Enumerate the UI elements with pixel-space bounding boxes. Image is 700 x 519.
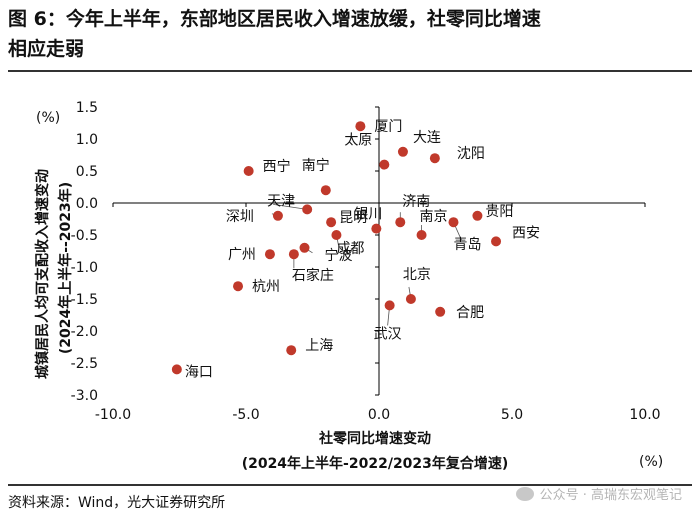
x-unit-label: (%) [639,454,663,470]
data-point [171,364,182,375]
y-unit-label: (%) [36,110,60,126]
y-tick-label: -1.0 [71,260,98,276]
y-tick-label: -0.5 [71,228,98,244]
x-tick-label: -5.0 [232,407,259,423]
top-rule [8,70,692,72]
data-point [395,217,406,228]
point-label: 合肥 [456,305,484,321]
data-point [302,204,313,215]
y-tick-label: 1.0 [76,132,98,148]
point-label: 北京 [403,267,431,283]
y-tick-label: -2.5 [71,356,98,372]
watermark-text: 公众号 · 高瑞东宏观笔记 [539,488,682,503]
figure-title-line1: 图 6：今年上半年，东部地区居民收入增速放缓，社零同比增速 [8,8,541,30]
bottom-rule [8,484,692,486]
data-point [264,249,275,260]
point-label: 西宁 [263,158,291,175]
point-label: 上海 [305,338,333,354]
point-label: 武汉 [374,326,402,342]
data-point [286,345,297,356]
figure-title-line2: 相应走弱 [8,38,85,60]
data-point [379,159,390,170]
data-point [320,185,331,196]
y-tick-label: -3.0 [71,388,98,404]
point-label: 石家庄 [292,267,334,284]
point-label: 银川 [354,207,382,223]
wechat-icon [515,486,534,501]
x-tick-label: 0.0 [368,407,390,423]
point-label: 宁波 [325,247,353,264]
data-point [326,217,337,228]
point-label: 天津 [267,193,295,209]
data-point [371,223,382,234]
point-label: 昆明 [339,210,367,226]
point-label: 济南 [402,194,430,210]
data-point [397,146,408,157]
data-point [472,210,483,221]
point-label: 杭州 [252,279,280,295]
y-tick-label: 0.5 [76,164,98,180]
data-point [299,242,310,253]
data-point [429,153,440,164]
point-label: 贵阳 [485,204,513,220]
y-tick-label: -1.5 [71,292,98,308]
x-tick-label: -10.0 [95,407,131,423]
point-label: 太原 [344,133,372,149]
data-point [355,121,366,132]
point-label: 沈阳 [457,146,485,162]
point-label: 海口 [185,364,213,380]
data-point [331,230,342,240]
x-axis-title-line1: 社零同比增速变动 [318,430,431,447]
y-axis-title-line2: (2024年上半年--2023年) [57,182,74,354]
point-label: 成都 [336,241,364,257]
data-point [448,217,459,228]
data-point [243,166,254,176]
x-axis-title-line2: (2024年上半年-2022/2023年复合增速) [242,455,509,472]
point-label: 广州 [228,247,256,263]
data-point [233,281,244,292]
point-label: 深圳 [226,209,254,225]
y-tick-label: 0.0 [76,196,98,212]
watermark: 公众号 · 高瑞东宏观笔记 [515,484,682,503]
data-point [491,236,502,247]
point-label: 大连 [413,130,441,146]
data-point [405,294,416,304]
x-tick-label: 5.0 [501,407,523,423]
point-label: 南宁 [302,157,330,174]
data-point [288,249,299,260]
x-tick-label: 10.0 [629,407,660,423]
leader-line [273,204,308,210]
data-point [416,230,427,240]
y-tick-label: 1.5 [76,100,98,116]
figure-title: 图 6：今年上半年，东部地区居民收入增速放缓，社零同比增速 相应走弱 [8,4,692,64]
data-point [435,306,446,317]
point-label: 厦门 [374,119,402,135]
point-label: 南京 [420,209,448,225]
y-axis-title-line1: 城镇居民人均可支配收入增速变动 [34,169,51,379]
point-label: 西安 [512,225,540,241]
source-note: 资料来源：Wind，光大证券研究所 [8,495,226,511]
y-tick-label: -2.0 [71,324,98,340]
point-label: 青岛 [453,237,481,253]
data-point [384,300,395,311]
data-point [272,210,283,221]
